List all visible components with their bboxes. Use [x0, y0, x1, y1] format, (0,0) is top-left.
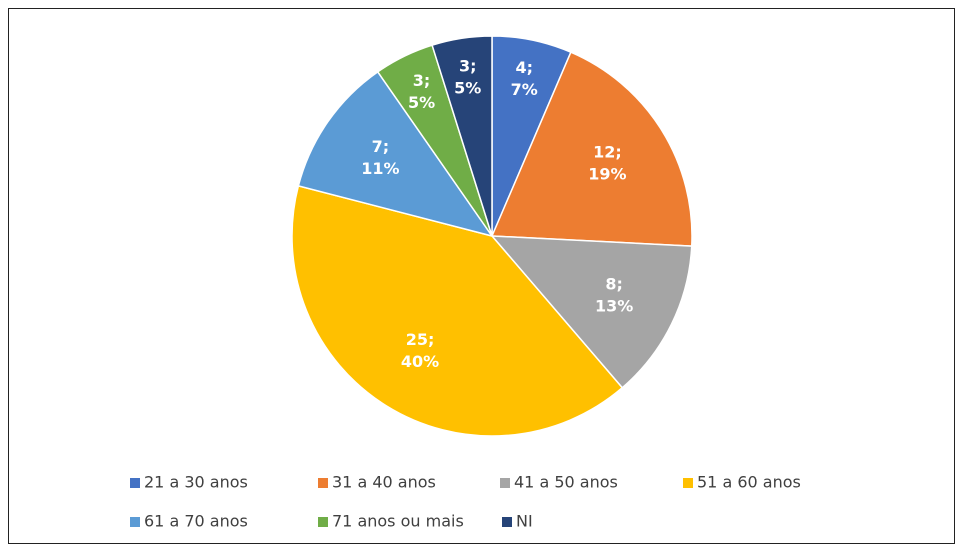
legend-label: 51 a 60 anos	[697, 473, 801, 492]
legend-label: 41 a 50 anos	[514, 473, 618, 492]
slice-value-label: 8;	[605, 274, 623, 293]
slice-value-label: 4;	[515, 58, 533, 77]
pie-slice	[490, 51, 693, 247]
legend-swatch	[130, 517, 140, 527]
legend-swatch	[683, 478, 693, 488]
legend-label: NI	[516, 512, 533, 531]
legend-label: 31 a 40 anos	[332, 473, 436, 492]
slice-percent-label: 5%	[408, 93, 435, 112]
legend-label: 21 a 30 anos	[144, 473, 248, 492]
slice-value-label: 7;	[372, 137, 390, 156]
legend-swatch	[130, 478, 140, 488]
legend-swatch	[318, 517, 328, 527]
slice-percent-label: 13%	[595, 296, 633, 315]
slice-value-label: 3;	[413, 71, 431, 90]
slice-percent-label: 19%	[588, 165, 626, 184]
legend-swatch	[318, 478, 328, 488]
pie-slice	[490, 235, 693, 389]
pie-slice	[291, 184, 624, 437]
pie-slice	[431, 35, 493, 237]
slice-value-label: 12;	[593, 143, 622, 162]
legend-label: 71 anos ou mais	[332, 512, 464, 531]
slice-value-label: 25;	[406, 330, 435, 349]
slice-percent-label: 40%	[401, 352, 439, 371]
slice-percent-label: 7%	[511, 80, 538, 99]
slice-percent-label: 5%	[454, 78, 481, 97]
pie-slice	[297, 70, 494, 238]
legend-swatch	[500, 478, 510, 488]
legend-label: 61 a 70 anos	[144, 512, 248, 531]
legend-swatch	[502, 517, 512, 527]
slice-percent-label: 11%	[361, 159, 399, 178]
slice-value-label: 3;	[459, 56, 477, 75]
